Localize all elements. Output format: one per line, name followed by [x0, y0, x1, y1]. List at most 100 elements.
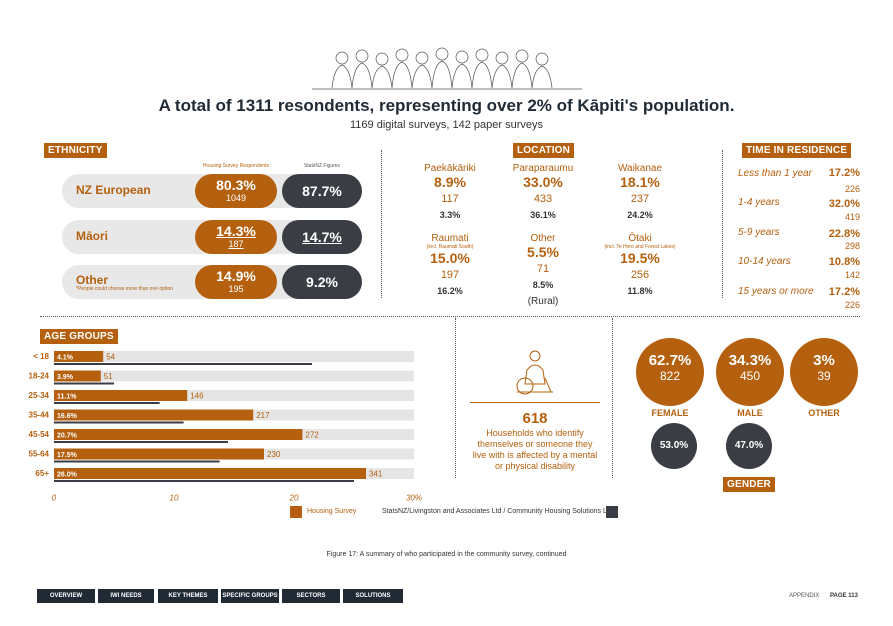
ethnicity-count: 1049	[225, 193, 247, 203]
gender-female-circle: 62.7% 822	[636, 338, 704, 406]
location-name: Raumati	[431, 233, 469, 244]
residence-pct: 32.0%	[828, 198, 860, 210]
age-bar-statsnz	[54, 402, 160, 404]
disability-text: Households who identify themselves or so…	[472, 428, 598, 471]
nav-solutions[interactable]: SOLUTIONS	[343, 589, 403, 603]
legend-label-statsnz: StatsNZ/Livingston and Associates Ltd / …	[382, 508, 613, 515]
location-statsnz: 36.1%	[530, 210, 556, 220]
divider	[722, 150, 723, 298]
age-pct-label: 20.7%	[57, 433, 78, 440]
location-other: Other 5.5% 71 8.5% (Rural)	[483, 233, 603, 307]
age-count-label: 230	[267, 450, 281, 459]
residence-pct: 10.8%	[828, 256, 860, 268]
location-count: 117	[441, 193, 459, 205]
residence-header: TIME IN RESIDENCE	[742, 143, 852, 158]
ethnicity-housing-pill: 14.3% 187	[195, 220, 277, 254]
residence-label: 1-4 years	[738, 197, 780, 208]
location-sub: (incl. Raumati South)	[426, 244, 474, 250]
gender-pct: 34.3%	[728, 352, 772, 369]
residence-pct: 17.2%	[828, 167, 860, 179]
age-bar-statsnz	[54, 441, 228, 443]
age-pct-label: 17.5%	[57, 452, 78, 459]
age-bar-housing	[54, 429, 303, 440]
location-pct: 5.5%	[527, 244, 559, 260]
residence-count: 142	[844, 270, 860, 280]
location-name: Other	[530, 233, 556, 244]
age-category-label: 55-64	[29, 450, 50, 459]
residence-count: 419	[844, 212, 860, 222]
age-pct-label: 4.1%	[57, 355, 74, 362]
age-bar-housing	[54, 448, 264, 460]
nav-key-themes[interactable]: KEY THEMES	[158, 589, 218, 603]
age-bar-statsnz	[54, 382, 114, 385]
location-name: Paraparaumu	[512, 163, 574, 174]
ethnicity-name: Other	[76, 273, 109, 287]
age-count-label: 341	[369, 470, 383, 479]
ethnicity-pct: 80.3%	[216, 177, 256, 193]
ethnicity-count: 187	[228, 239, 244, 249]
location-statsnz: 11.8%	[627, 286, 653, 296]
age-bar-statsnz	[54, 480, 354, 482]
age-bar-housing	[54, 390, 188, 401]
age-bar-statsnz	[54, 421, 184, 424]
ethnicity-statsnz-pill: 9.2%	[282, 265, 362, 299]
age-bar-housing	[54, 351, 104, 362]
ethnicity-count: 195	[228, 284, 244, 294]
location-sub: (incl. Te Horo and Forest Lakes)	[604, 244, 676, 250]
ethnicity-footnote: *People could choose more than one optio…	[76, 286, 174, 292]
location-header: LOCATION	[513, 143, 575, 158]
gender-count: 450	[739, 369, 761, 383]
age-count-label: 146	[190, 392, 204, 401]
age-track	[54, 370, 414, 382]
divider	[40, 316, 860, 317]
location-name: Waikanae	[617, 163, 663, 174]
nav-iwi-needs[interactable]: IWI NEEDS	[98, 589, 154, 603]
residence-count: 226	[844, 300, 860, 310]
location-paekakariki: Paekākāriki 8.9% 117 3.3%	[390, 163, 510, 220]
gender-pct: 3%	[813, 352, 835, 369]
residence-label: 15 years or more	[738, 286, 814, 297]
crowd-illustration	[312, 47, 582, 90]
location-pct: 19.5%	[620, 250, 660, 266]
location-pct: 18.1%	[620, 174, 660, 190]
subline: 1169 digital surveys, 142 paper surveys	[349, 119, 543, 131]
location-statsnz: 24.2%	[627, 210, 653, 220]
ethnicity-row: NZ European 80.3% 1049 87.7%	[62, 174, 362, 208]
nav-specific-groups[interactable]: SPECIFIC GROUPS	[221, 589, 279, 603]
location-pct: 8.9%	[434, 174, 466, 190]
location-waikanae: Waikanae 18.1% 237 24.2%	[580, 163, 700, 220]
age-groups-header: AGE GROUPS	[40, 329, 118, 344]
location-paraparaumu: Paraparaumu 33.0% 433 36.1%	[483, 163, 603, 220]
age-bar-housing	[54, 370, 101, 382]
nav-overview[interactable]: OVERVIEW	[37, 589, 95, 603]
ethnicity-housing-pill: 14.9% 195	[195, 265, 277, 299]
gender-count: 822	[659, 369, 681, 383]
residence-pct: 22.8%	[828, 228, 860, 240]
gender-male-circle: 34.3% 450	[716, 338, 784, 406]
location-pct: 15.0%	[430, 250, 470, 266]
age-bar-statsnz	[54, 460, 220, 463]
age-category-label: 35-44	[29, 411, 50, 420]
age-groups-chart: < 18 4.1% 54 18-24 3.9% 51 25-34 11.1% 146 35-44 1…	[29, 350, 422, 503]
location-statsnz: 16.2%	[437, 286, 463, 296]
ethnicity-header: ETHNICITY	[44, 143, 107, 158]
legend-label-housing: Housing Survey	[307, 508, 357, 515]
location-count: 237	[630, 193, 650, 205]
location-statsnz: 3.3%	[439, 210, 461, 220]
ethnicity-name: Māori	[76, 229, 109, 243]
nav-sectors[interactable]: SECTORS	[282, 589, 340, 603]
age-bar-statsnz	[54, 363, 312, 365]
gender-label: OTHER	[808, 408, 840, 418]
gender-label: MALE	[737, 408, 763, 418]
gender-header: GENDER	[723, 477, 775, 492]
age-count-label: 217	[256, 411, 270, 420]
location-name: Paekākāriki	[424, 163, 476, 174]
footer-page: PAGE 113	[830, 593, 858, 599]
ethnicity-statsnz-pill: 87.7%	[282, 174, 362, 208]
x-tick-label: 20	[289, 494, 299, 503]
ethnicity-row: Other *People could choose more than one…	[62, 265, 362, 299]
ethnicity-name: NZ European	[76, 183, 151, 197]
location-count: 433	[533, 193, 553, 205]
gender-statsnz-male: 47.0%	[726, 423, 772, 469]
age-pct-label: 26.0%	[57, 472, 78, 479]
